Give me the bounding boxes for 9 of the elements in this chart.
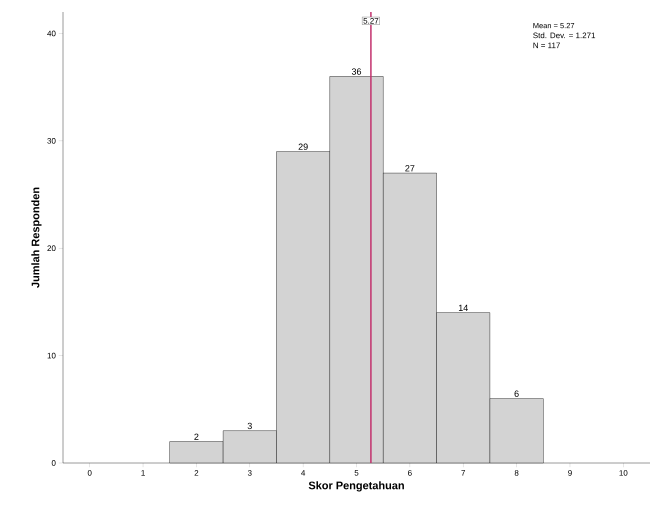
data-label: 6: [514, 390, 519, 397]
data-label: 29: [298, 144, 308, 150]
data-label: 3: [248, 422, 252, 430]
data-label: 27: [405, 165, 414, 172]
y-axis-title: Jumlah Responden: [31, 188, 42, 288]
data-label: 2: [194, 434, 198, 440]
data-label: 14: [458, 304, 468, 311]
x-axis-title: Skor Pengetahuan: [308, 481, 404, 492]
data-label: 36: [352, 68, 362, 75]
